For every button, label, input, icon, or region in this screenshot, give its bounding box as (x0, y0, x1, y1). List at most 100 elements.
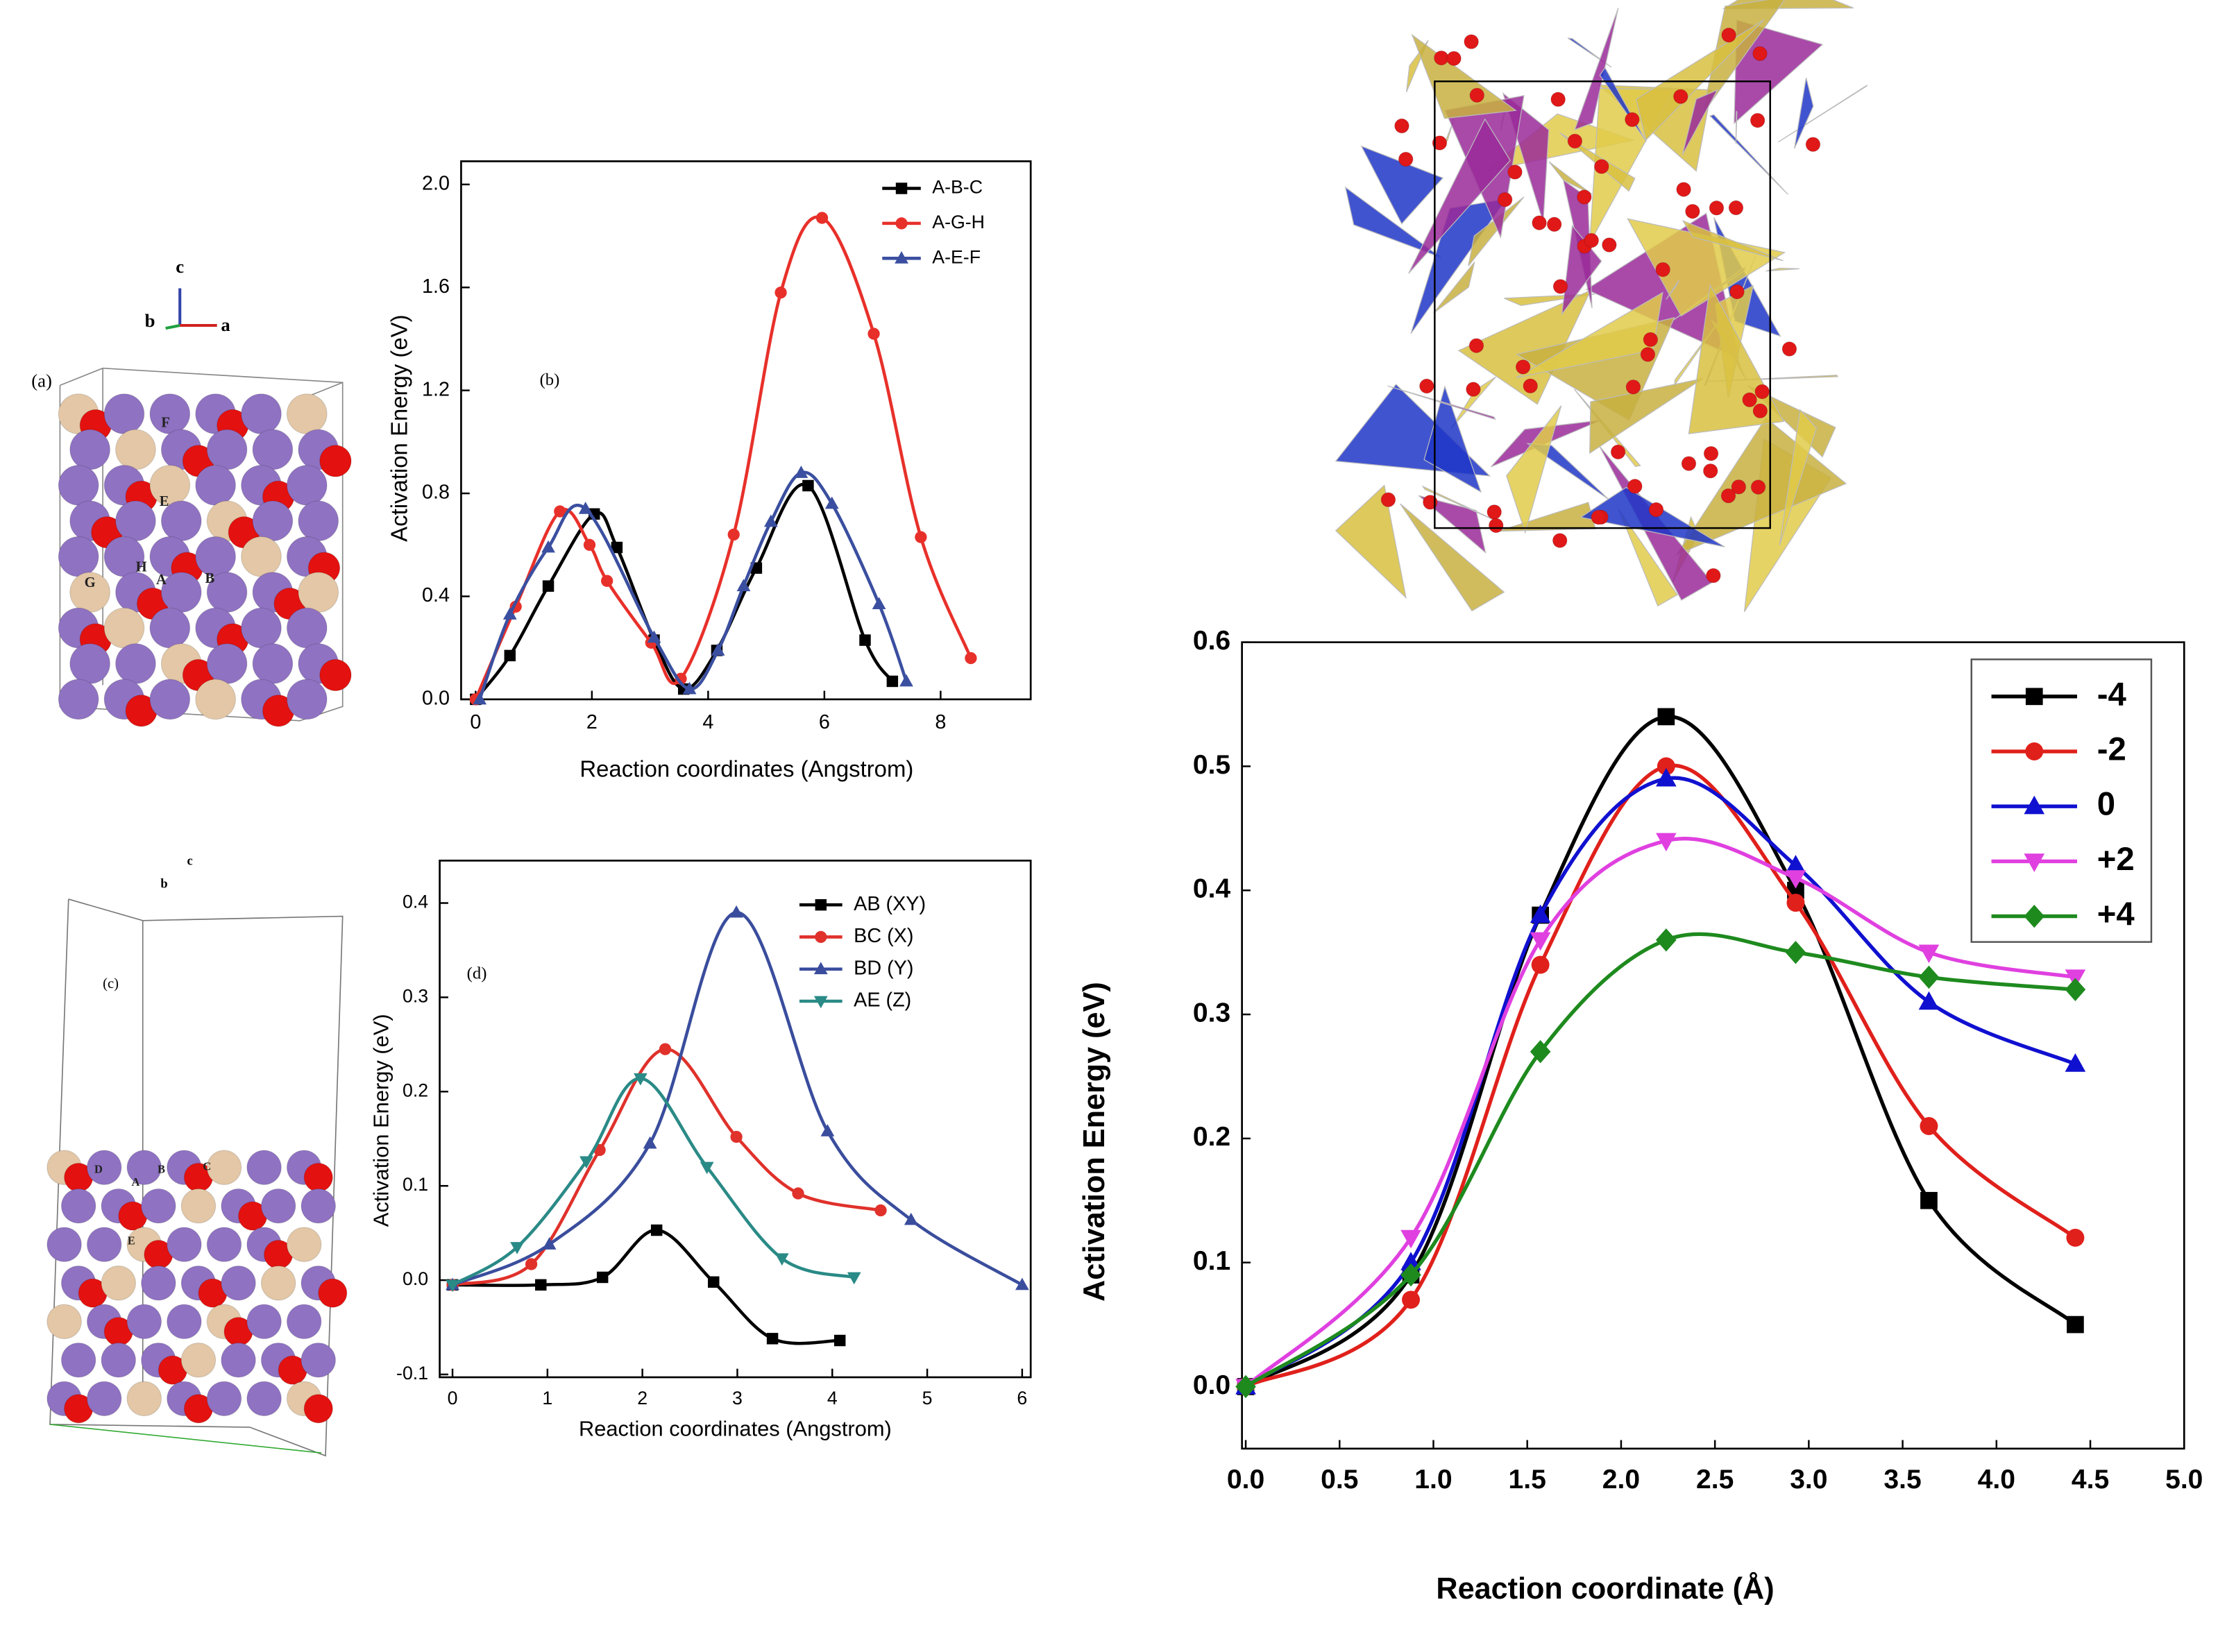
axis-letter: b (160, 878, 167, 892)
atom (1470, 88, 1484, 103)
marker (584, 539, 595, 551)
atom (1703, 463, 1718, 478)
atom (87, 1227, 121, 1261)
atom (320, 445, 351, 477)
x-tick-label: 0 (470, 711, 481, 733)
atom (287, 679, 327, 719)
atom (1469, 339, 1484, 353)
atom (1591, 510, 1606, 525)
atom (287, 1304, 321, 1338)
marker (597, 1272, 608, 1283)
legend-marker (815, 899, 827, 910)
atom (1464, 35, 1479, 49)
y-tick-label: 0.3 (1193, 998, 1230, 1028)
atom (298, 501, 339, 541)
atom (301, 1189, 335, 1223)
atom (253, 644, 293, 684)
x-tick-label: 8 (935, 711, 946, 733)
atom (261, 1266, 295, 1300)
y-axis-label: Activation Energy (eV) (387, 314, 412, 541)
atom (1682, 457, 1696, 471)
atom-label: F (161, 416, 170, 431)
marker (915, 531, 926, 543)
atom (1398, 152, 1413, 167)
atom (1447, 51, 1462, 66)
atom (1552, 534, 1567, 548)
atom (1686, 204, 1700, 219)
atom (1709, 201, 1724, 215)
atom (1729, 201, 1743, 215)
atom (1628, 479, 1643, 494)
atom (320, 659, 351, 690)
atom (1577, 190, 1592, 205)
atom (1750, 113, 1765, 128)
legend-label: A-E-F (932, 246, 981, 267)
marker (965, 652, 976, 664)
legend-label: A-G-H (932, 212, 985, 232)
atom (301, 1343, 335, 1377)
legend-label: BC (X) (854, 925, 913, 947)
marker (1402, 1291, 1420, 1309)
atom (150, 608, 190, 648)
atom (101, 1266, 135, 1300)
y-tick-label: 2.0 (422, 172, 450, 194)
atom (181, 1343, 215, 1377)
atom (58, 466, 99, 506)
x-tick-label: 1.0 (1414, 1465, 1452, 1495)
atom (1487, 505, 1502, 520)
atom (1677, 182, 1691, 197)
atom (207, 1227, 241, 1261)
x-tick-label: 1 (542, 1388, 552, 1408)
x-tick-label: 2 (637, 1388, 647, 1408)
y-axis-label: Activation Energy (eV) (1078, 982, 1111, 1302)
x-tick-label: 0.5 (1321, 1465, 1358, 1495)
x-tick-label: 3 (732, 1388, 743, 1408)
atom (287, 466, 327, 506)
atom (1489, 518, 1503, 533)
axis-letter: c (187, 855, 192, 869)
atom (319, 1279, 347, 1307)
marker (730, 1131, 742, 1143)
atom-label: E (160, 494, 169, 509)
atom-label: C (203, 1159, 211, 1173)
atom (1523, 379, 1538, 393)
atom (1381, 493, 1396, 507)
y-tick-label: 0.2 (403, 1080, 428, 1100)
panel-label: (c) (103, 976, 119, 991)
legend-label: BD (Y) (854, 957, 913, 979)
atom (167, 1227, 201, 1261)
y-tick-label: 0.5 (1193, 750, 1230, 780)
atom (1753, 404, 1768, 418)
atom (1584, 233, 1599, 248)
atom (61, 1343, 95, 1377)
atom-label: B (205, 571, 215, 586)
atom (167, 1304, 201, 1338)
marker (859, 634, 870, 645)
atom (253, 501, 293, 541)
x-axis-label-box: Reaction coordinate (Å) (1436, 1570, 1821, 1652)
atom (1806, 137, 1820, 152)
x-axis-label: Reaction coordinate (Å) (1436, 1570, 1807, 1610)
atom (101, 1343, 135, 1377)
y-tick-label: 0.6 (1193, 626, 1230, 656)
legend-label: -2 (2097, 731, 2126, 768)
legend-marker (2026, 688, 2043, 705)
atom (116, 644, 156, 684)
x-tick-label: 6 (819, 711, 830, 733)
panel-label: (b) (540, 371, 560, 389)
atom (142, 1189, 176, 1223)
atom (1420, 379, 1434, 393)
marker (767, 1333, 778, 1344)
y-tick-label: 1.2 (422, 378, 450, 400)
legend-label: AE (Z) (854, 989, 911, 1012)
x-tick-label: 5 (922, 1388, 933, 1408)
atom (247, 1381, 281, 1415)
atom (304, 1395, 332, 1423)
marker (867, 327, 879, 339)
marker (2066, 1229, 2084, 1247)
atom (1641, 348, 1655, 362)
panel-label: (a) (31, 370, 52, 391)
marker (816, 212, 828, 223)
atom (1730, 284, 1745, 299)
atom (1782, 342, 1797, 357)
